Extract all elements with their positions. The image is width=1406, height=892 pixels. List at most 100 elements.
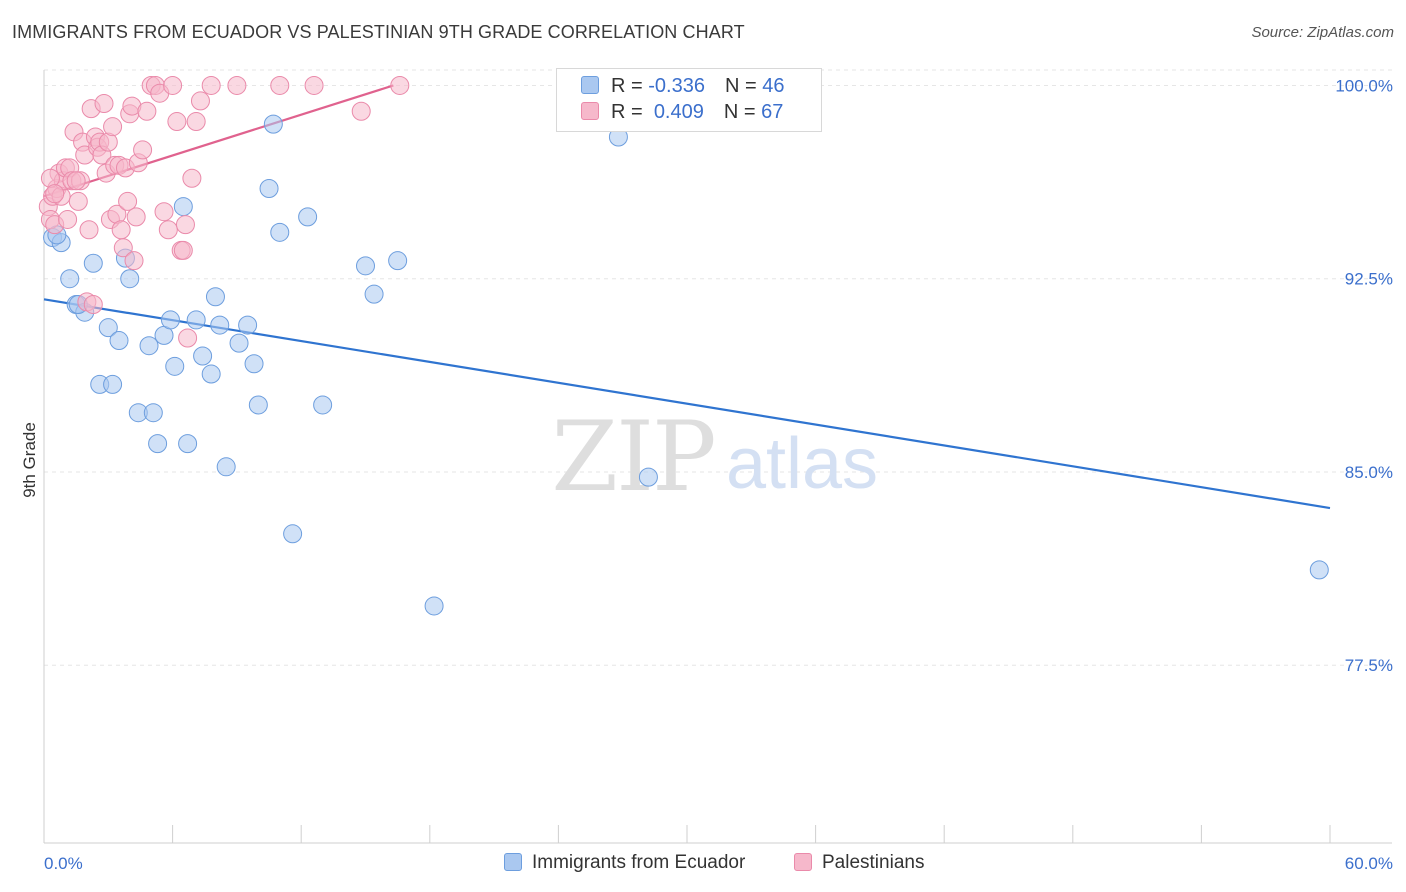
palestinian-point [182,168,202,188]
ecuador-point [248,395,268,415]
ecuador-trend-line [43,298,1331,510]
palestinian-point [304,75,324,95]
palestinian-point [201,75,221,95]
palestinian-point [137,101,157,121]
ecuador-point [148,434,168,454]
legend-r-value: -0.336 [648,75,705,97]
ecuador-point [1309,560,1329,580]
ecuador-point [388,251,408,271]
ecuador-point [139,336,159,356]
correlation-legend: R = -0.336 N = 46 R = 0.409 N = 67 [556,68,822,132]
bottom-legend-ecuador: Immigrants from Ecuador [504,852,745,874]
series-palestinians [38,75,410,348]
ecuador-point [356,256,375,276]
legend-row-palestinians: R = 0.409 N = 67 [581,101,783,125]
ecuador-point [638,467,658,487]
palestinian-point [45,184,65,204]
y-axis-label: 9th Grade [20,422,39,498]
palestinian-point [351,101,371,121]
palestinian-point [79,220,99,240]
bottom-swatch-ecuador [504,853,522,871]
palestinian-point [83,294,103,314]
palestinian-point [227,75,247,95]
ecuador-point [173,197,193,217]
legend-row-ecuador: R = -0.336 N = 46 [581,75,784,99]
legend-n-label: N = [724,75,757,97]
bottom-legend-palestinians: Palestinians [794,852,924,874]
ecuador-point [263,114,283,134]
y-tick-labels: 77.5% 85.0% 92.5% 100.0% [1335,76,1393,675]
palestinian-point [173,240,193,260]
ecuador-point [364,284,384,304]
ecuador-point [103,374,123,394]
palestinian-point [163,75,183,95]
x-tick-label: 60.0% [1345,854,1393,873]
palestinian-point [66,171,86,191]
ecuador-point [109,331,129,351]
legend-r-value: 0.409 [653,101,704,123]
legend-n-value: 46 [762,75,785,97]
ecuador-point [283,524,303,544]
ecuador-point [160,310,180,330]
palestinian-point [103,117,123,137]
legend-swatch-palestinians [581,102,599,120]
ecuador-point [259,179,279,199]
palestinian-point [390,75,410,95]
palestinian-point [186,112,206,132]
source-credit: Source: ZipAtlas.com [1251,24,1394,41]
ecuador-point [210,315,230,335]
y-tick-label: 100.0% [1335,76,1393,95]
palestinian-point [113,238,133,258]
palestinian-point [270,75,290,95]
chart-title: IMMIGRANTS FROM ECUADOR VS PALESTINIAN 9… [12,22,745,42]
ecuador-point [143,403,163,423]
ecuador-point [186,310,206,330]
y-tick-label: 77.5% [1345,656,1393,675]
palestinian-point [167,112,187,132]
palestinian-point [68,191,88,211]
ecuador-point [298,207,318,227]
ecuador-point [205,287,225,307]
ecuador-point [60,269,80,289]
ecuador-point [83,253,103,273]
ecuador-point [270,222,290,242]
bottom-swatch-palestinians [794,853,812,871]
axes [43,70,1392,844]
palestinian-point [118,191,138,211]
ecuador-point [193,346,213,366]
ecuador-point [229,333,249,353]
ecuador-point [424,596,444,616]
legend-n-value: 67 [761,101,784,123]
palestinian-point [178,328,198,348]
palestinian-point [158,220,178,240]
watermark-zip: ZIP [551,401,714,513]
ecuador-point [165,356,185,376]
palestinian-point [111,220,131,240]
legend-n-label: N = [723,101,756,123]
ecuador-point [120,269,140,289]
palestinian-point [126,207,146,227]
watermark-atlas: atlas [726,424,878,504]
palestinian-point [190,91,210,111]
y-tick-label: 92.5% [1345,270,1393,289]
ecuador-point [201,364,221,384]
ecuador-point [244,354,264,374]
palestinian-point [58,209,78,229]
watermark: ZIP atlas [551,401,878,513]
ecuador-point [98,318,118,338]
series-ecuador [43,114,1329,616]
palestinian-point [133,140,153,160]
legend-swatch-ecuador [581,76,599,94]
bottom-label-palestinians: Palestinians [822,852,925,873]
palestinian-point [154,202,174,222]
ecuador-point [238,315,258,335]
palestinian-point [175,215,195,235]
legend-r-label: R = [611,101,643,123]
x-tick-labels: 0.0% 60.0% [44,854,1393,873]
ecuador-point [178,434,198,454]
ecuador-point [313,395,333,415]
x-tick-label: 0.0% [44,854,83,873]
y-tick-label: 85.0% [1345,463,1393,482]
ecuador-point [216,457,236,477]
